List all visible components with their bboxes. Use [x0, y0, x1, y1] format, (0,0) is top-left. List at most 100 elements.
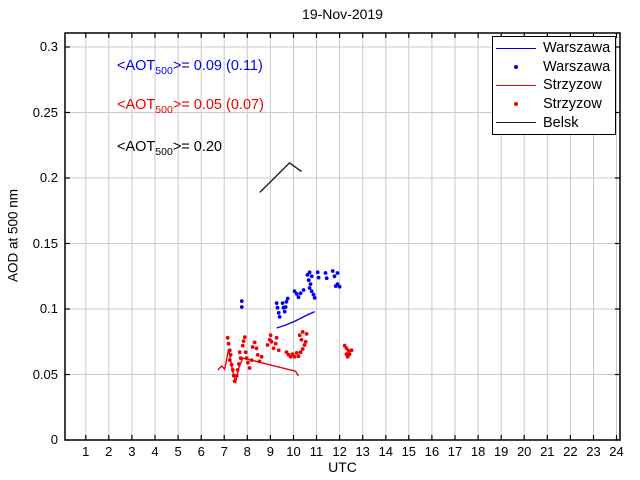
series-line-warszawa — [276, 310, 315, 329]
line-icon — [496, 84, 536, 86]
series-point-warszawa — [284, 299, 289, 304]
series-point-strzyzow — [349, 348, 354, 353]
series-point-warszawa — [316, 275, 321, 280]
y-tick-label: 0.05 — [32, 366, 58, 382]
legend-entry: Belsk — [493, 114, 615, 132]
series-point-strzyzow — [302, 343, 307, 347]
series-point-strzyzow — [236, 362, 241, 366]
series-point-warszawa — [285, 296, 290, 301]
series-point-strzyzow — [297, 333, 302, 338]
series-point-strzyzow — [230, 368, 235, 372]
dot-icon — [514, 64, 518, 69]
series-point-warszawa — [292, 289, 297, 294]
series-point-warszawa — [282, 309, 287, 314]
series-point-warszawa — [305, 273, 310, 277]
legend-dot-sample — [493, 102, 539, 107]
aot-annotation-warszawa: <AOT500>= 0.09 (0.11) — [117, 58, 263, 77]
chart-title: 19-Nov-2019 — [302, 6, 383, 22]
series-point-warszawa — [276, 311, 281, 315]
y-tick-label: 0.25 — [32, 104, 58, 120]
annotation-subscript: 500 — [155, 146, 173, 158]
x-tick-label: 5 — [174, 444, 182, 459]
x-tick-label: 17 — [447, 444, 463, 459]
y-tick-label: 0.3 — [39, 39, 58, 54]
series-point-strzyzow — [346, 349, 351, 353]
x-tick-label: 22 — [563, 444, 578, 459]
series-point-strzyzow — [252, 340, 257, 345]
series-point-strzyzow — [240, 343, 245, 348]
aot-annotation-strzyzow: <AOT500>= 0.05 (0.07) — [117, 97, 264, 116]
y-tick-label: 0.15 — [32, 235, 58, 251]
series-point-strzyzow — [238, 356, 243, 360]
series-point-warszawa — [275, 305, 280, 310]
series-point-strzyzow — [265, 343, 270, 347]
x-tick-label: 23 — [586, 444, 601, 459]
series-point-strzyzow — [259, 354, 264, 359]
x-tick-label: 6 — [197, 444, 205, 459]
legend-label: Warszawa — [543, 40, 611, 57]
series-point-strzyzow — [227, 358, 232, 362]
series-point-strzyzow — [292, 354, 297, 359]
series-point-strzyzow — [237, 350, 242, 355]
x-axis-label: UTC — [328, 459, 357, 475]
series-point-strzyzow — [229, 362, 234, 367]
series-point-strzyzow — [235, 368, 240, 372]
annotation-prefix: <AOT — [117, 139, 156, 155]
x-tick-label: 8 — [243, 444, 251, 459]
y-tick-label: 0.1 — [39, 301, 58, 316]
series-point-strzyzow — [255, 353, 260, 357]
y-tick-label: 0 — [50, 432, 58, 447]
series-point-warszawa — [309, 289, 314, 294]
y-axis-label: AOD at 500 nm — [5, 188, 21, 283]
x-tick-label: 24 — [609, 444, 624, 459]
line-icon — [496, 122, 536, 124]
series-point-strzyzow — [250, 345, 255, 349]
series-point-warszawa — [298, 291, 303, 296]
x-tick-label: 21 — [540, 444, 555, 459]
series-point-strzyzow — [299, 337, 304, 342]
series-point-strzyzow — [303, 339, 308, 344]
x-tick-label: 1 — [82, 444, 90, 459]
y-tick-label: 0.2 — [39, 170, 58, 185]
series-point-strzyzow — [300, 330, 305, 334]
series-point-warszawa — [296, 295, 301, 300]
legend-label: Strzyzow — [543, 77, 602, 94]
legend-label: Warszawa — [543, 58, 611, 75]
series-point-warszawa — [335, 282, 340, 286]
legend-entry: Strzyzow — [493, 76, 615, 94]
series-point-warszawa — [315, 270, 320, 275]
x-tick-label: 11 — [309, 444, 324, 459]
legend-dot-sample — [493, 64, 539, 69]
series-point-strzyzow — [276, 348, 281, 353]
series-point-warszawa — [307, 286, 312, 290]
series-point-strzyzow — [227, 348, 232, 353]
annotation-subscript: 500 — [155, 104, 173, 116]
x-tick-label: 15 — [401, 444, 417, 459]
x-tick-label: 14 — [378, 444, 394, 459]
legend-line-sample — [493, 47, 539, 49]
x-tick-label: 16 — [424, 444, 440, 459]
series-point-strzyzow — [296, 354, 301, 359]
annotation-subscript: 500 — [155, 65, 173, 77]
series-point-strzyzow — [274, 335, 279, 340]
series-point-strzyzow — [300, 347, 305, 351]
series-point-warszawa — [308, 282, 313, 286]
series-point-strzyzow — [298, 350, 303, 355]
series-point-warszawa — [301, 288, 306, 292]
series-point-strzyzow — [249, 358, 254, 362]
series-point-strzyzow — [245, 360, 250, 365]
series-point-strzyzow — [294, 351, 299, 355]
annotation-prefix: <AOT — [117, 58, 156, 74]
x-tick-label: 20 — [516, 444, 532, 459]
series-point-warszawa — [277, 315, 282, 319]
series-point-warszawa — [239, 305, 244, 309]
legend-label: Belsk — [543, 114, 579, 131]
legend-entry: Warszawa — [493, 39, 615, 57]
series-point-strzyzow — [304, 332, 309, 336]
legend-line-sample — [493, 84, 539, 86]
series-point-strzyzow — [247, 366, 252, 370]
line-icon — [496, 47, 536, 49]
series-point-warszawa — [280, 301, 285, 305]
x-tick-label: 19 — [493, 444, 509, 459]
